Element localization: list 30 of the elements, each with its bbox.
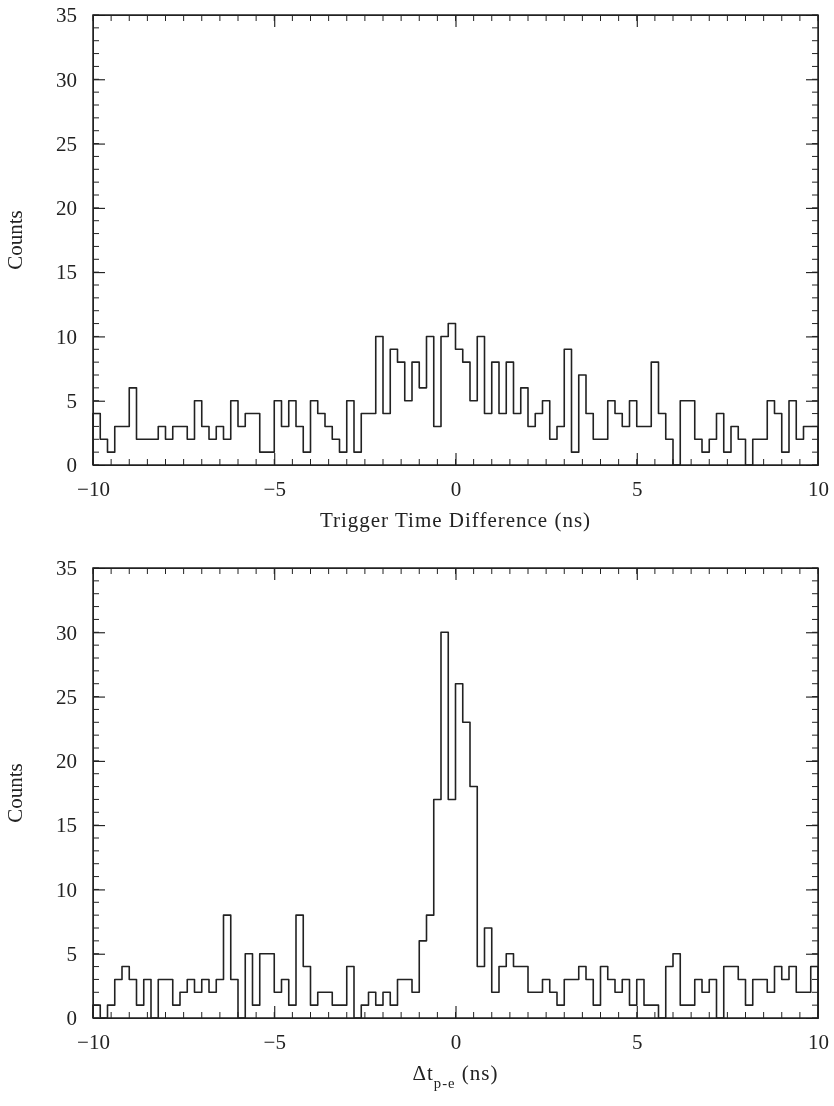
y-tick-label: 0 — [66, 453, 77, 478]
x-tick-label: 5 — [632, 476, 643, 501]
x-tick-label: 10 — [808, 476, 829, 501]
y-tick-label: 25 — [56, 131, 77, 156]
y-tick-label: 35 — [56, 556, 77, 581]
x-tick-label: 10 — [808, 1029, 829, 1054]
x-tick-label: −10 — [77, 476, 110, 501]
y-tick-label: 15 — [56, 260, 77, 285]
y-tick-label: 20 — [56, 749, 77, 774]
y-tick-label: 0 — [66, 1006, 77, 1031]
y-axis-title: Counts — [3, 763, 27, 823]
x-tick-label: 5 — [632, 1029, 643, 1054]
y-tick-label: 20 — [56, 196, 77, 221]
y-tick-label: 30 — [56, 620, 77, 645]
y-tick-label: 5 — [66, 941, 77, 966]
y-tick-label: 30 — [56, 67, 77, 92]
y-tick-label: 10 — [56, 324, 77, 349]
y-tick-label: 25 — [56, 684, 77, 709]
x-tick-label: −5 — [263, 1029, 286, 1054]
y-tick-label: 10 — [56, 877, 77, 902]
x-axis-title: Trigger Time Difference (ns) — [319, 508, 592, 532]
x-tick-label: 0 — [450, 476, 462, 501]
y-axis-title: Counts — [3, 210, 27, 270]
x-axis-title: Δt$_{p-e}$ (ns) — [412, 1061, 499, 1091]
x-tick-label: 0 — [450, 1029, 462, 1054]
y-tick-label: 35 — [56, 3, 77, 28]
y-tick-label: 5 — [66, 388, 77, 413]
x-tick-label: −5 — [263, 476, 286, 501]
y-tick-label: 15 — [56, 813, 77, 838]
x-tick-label: −10 — [77, 1029, 110, 1054]
